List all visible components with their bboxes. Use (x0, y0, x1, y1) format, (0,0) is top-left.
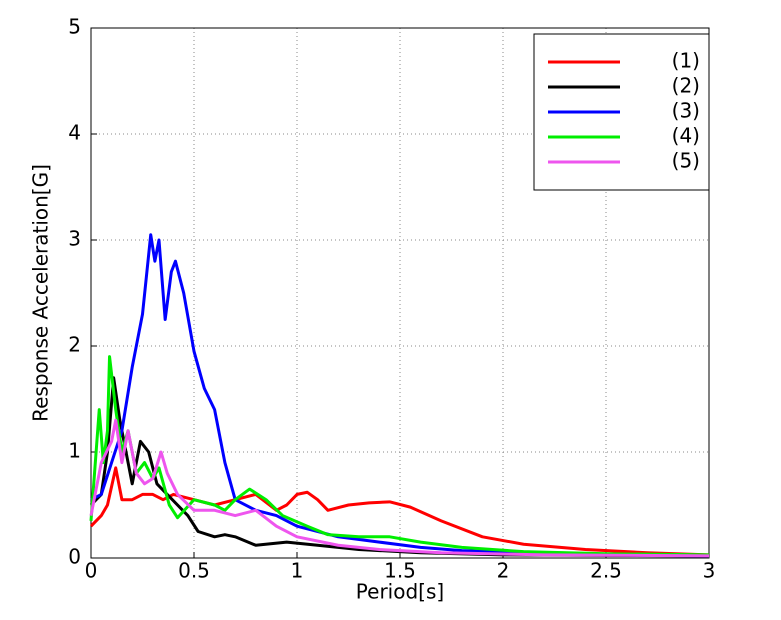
x-tick-label: 1.5 (384, 559, 416, 583)
y-tick-label: 3 (68, 227, 81, 251)
x-tick-label: 2.5 (590, 559, 622, 583)
y-axis-label: Response Acceleration[G] (29, 164, 53, 422)
x-tick-label: 2 (497, 559, 510, 583)
x-tick-label: 0 (85, 559, 98, 583)
legend-label: (5) (672, 149, 700, 173)
series-line (89, 355, 710, 557)
y-tick-label: 2 (68, 333, 81, 357)
y-tick-label: 0 (68, 545, 81, 569)
series-line (89, 418, 710, 558)
x-tick-label: 1 (291, 559, 304, 583)
legend-label: (4) (672, 124, 700, 148)
x-axis-label: Period[s] (356, 580, 444, 604)
y-tick-label: 5 (68, 15, 81, 39)
y-tick-label: 4 (68, 121, 81, 145)
x-tick-label: 3 (703, 559, 716, 583)
series-line (89, 466, 710, 557)
y-tick-label: 1 (68, 439, 81, 463)
x-tick-label: 0.5 (178, 559, 210, 583)
legend-label: (3) (672, 99, 700, 123)
legend-label: (2) (672, 74, 700, 98)
series-line (90, 233, 710, 558)
legend-label: (1) (672, 49, 700, 73)
plot-frame (90, 27, 710, 559)
